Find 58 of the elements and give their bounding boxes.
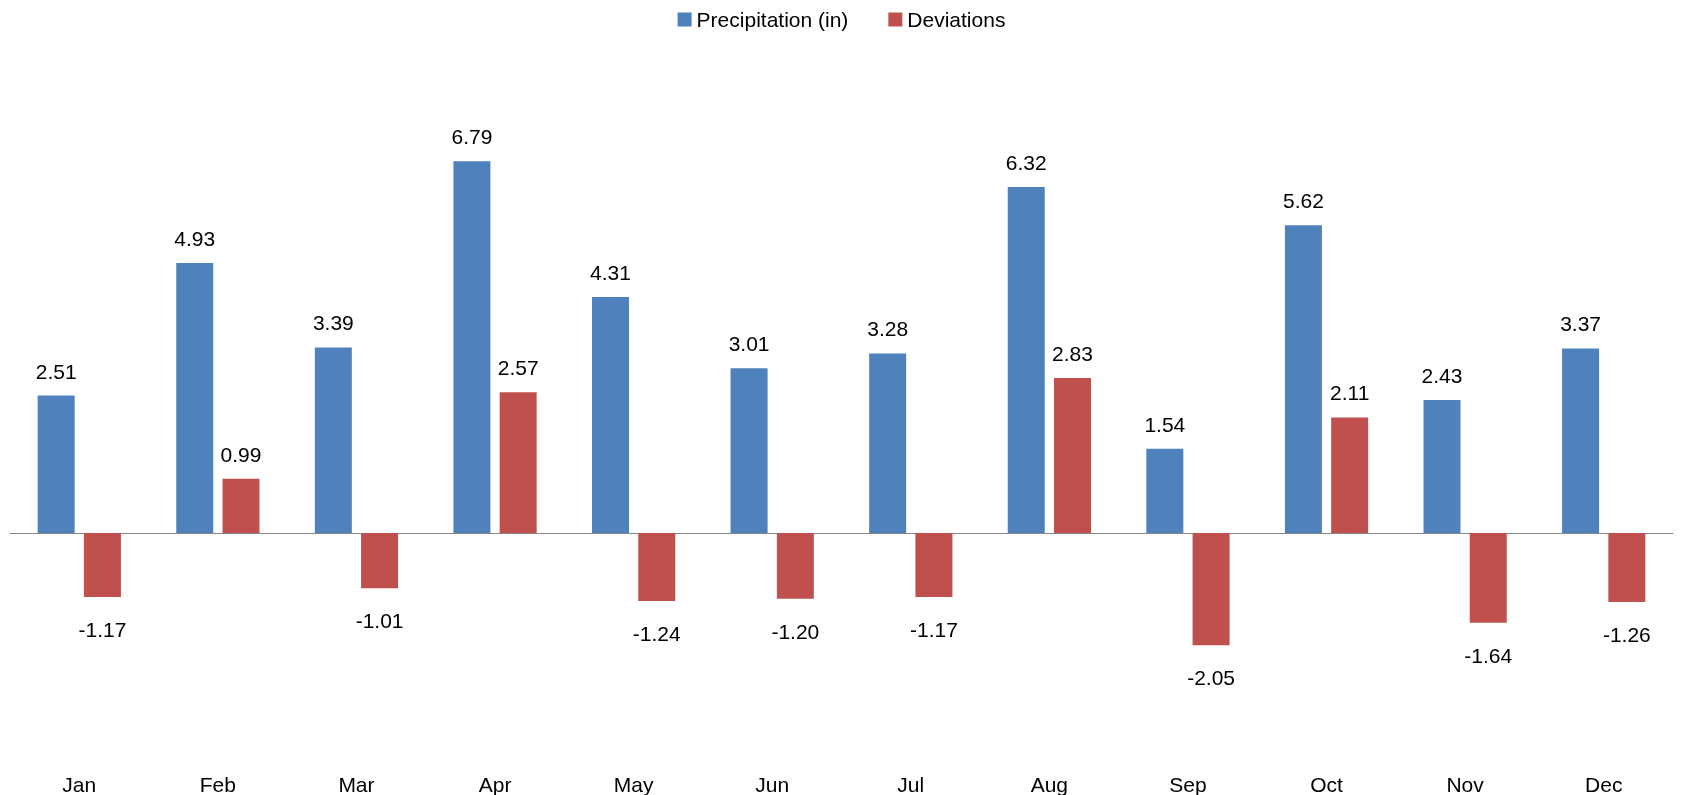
bar bbox=[176, 263, 214, 533]
data-label: 2.83 bbox=[1052, 342, 1093, 366]
bar bbox=[222, 478, 260, 533]
bar bbox=[1007, 186, 1045, 533]
data-label: 2.11 bbox=[1330, 381, 1370, 405]
bar bbox=[361, 533, 399, 589]
bar bbox=[1192, 533, 1230, 646]
bar bbox=[453, 161, 491, 533]
x-tick-label: Jan bbox=[62, 773, 97, 795]
data-label: 4.31 bbox=[590, 261, 631, 285]
data-label: 4.93 bbox=[174, 227, 216, 251]
x-tick-label: Mar bbox=[338, 773, 375, 795]
data-label: 5.62 bbox=[1282, 189, 1324, 213]
data-label: 3.28 bbox=[867, 317, 909, 341]
bar bbox=[83, 533, 121, 598]
data-label: 3.37 bbox=[1560, 312, 1602, 336]
data-label: -1.01 bbox=[355, 609, 404, 633]
bar bbox=[915, 533, 953, 598]
data-label: -1.20 bbox=[771, 619, 820, 643]
bar bbox=[1146, 448, 1184, 533]
x-tick-label: Nov bbox=[1446, 773, 1485, 795]
data-label: -1.24 bbox=[632, 621, 681, 645]
bar bbox=[37, 395, 75, 533]
x-tick-label: Jul bbox=[897, 773, 925, 795]
bar bbox=[1284, 225, 1322, 533]
legend-label: Deviations bbox=[907, 8, 1006, 31]
data-label: 1.54 bbox=[1144, 412, 1186, 436]
x-tick-label: Feb bbox=[199, 773, 236, 795]
legend-label: Precipitation (in) bbox=[696, 8, 849, 31]
bar bbox=[1331, 417, 1369, 533]
data-label: 2.43 bbox=[1421, 363, 1463, 387]
x-tick-label: Oct bbox=[1310, 773, 1344, 795]
data-label: -1.17 bbox=[909, 618, 958, 642]
bar bbox=[314, 347, 352, 533]
bar bbox=[1423, 399, 1461, 533]
data-label: 3.01 bbox=[728, 332, 770, 356]
data-label: 2.51 bbox=[35, 359, 77, 383]
x-tick-label: Jun bbox=[755, 773, 790, 795]
data-label: 0.99 bbox=[220, 442, 262, 466]
data-label: 2.57 bbox=[497, 356, 539, 380]
bar bbox=[1608, 533, 1646, 602]
bar bbox=[592, 297, 629, 533]
data-label: -1.26 bbox=[1602, 622, 1651, 646]
x-tick-label: Dec bbox=[1585, 773, 1623, 795]
data-label: 3.39 bbox=[312, 311, 354, 335]
bar bbox=[638, 533, 676, 601]
bar bbox=[1562, 348, 1600, 533]
data-label: -1.64 bbox=[1464, 643, 1513, 667]
bar bbox=[730, 368, 768, 533]
data-label: 6.32 bbox=[1005, 150, 1047, 174]
data-label: -2.05 bbox=[1187, 666, 1236, 690]
bar bbox=[776, 533, 814, 599]
bar bbox=[869, 353, 907, 533]
bar bbox=[1054, 378, 1091, 533]
data-label: 6.79 bbox=[451, 125, 493, 149]
data-label: -1.17 bbox=[78, 618, 127, 642]
bar bbox=[1469, 533, 1507, 623]
bar bbox=[499, 392, 537, 533]
